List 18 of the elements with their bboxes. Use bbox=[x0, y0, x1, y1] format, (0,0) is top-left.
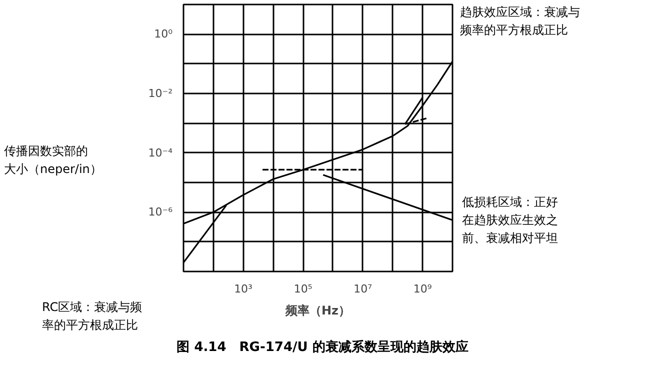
text: 低损耗区域：正好 bbox=[462, 194, 558, 211]
y-tick-label: 10⁰ bbox=[154, 28, 174, 41]
x-tick-label: 10³ bbox=[234, 282, 252, 296]
x-tick-label: 10⁹ bbox=[413, 282, 432, 296]
text: 图 4.14 RG-174/U 的衰减系数呈现的趋肤效应 bbox=[176, 338, 470, 357]
y-axis-title: 传播因数实部的大小（neper/in） bbox=[4, 143, 102, 178]
y-tick-label: 10⁻⁴ bbox=[148, 146, 174, 160]
text: 趋肤效应区域：衰减与 bbox=[460, 4, 580, 21]
text: 前、衰减相对平坦 bbox=[462, 230, 558, 247]
x-axis-title: 频率（Hz） bbox=[284, 304, 351, 318]
y-tick-label: 10⁻⁶ bbox=[148, 206, 174, 219]
y-tick-label: 10⁻² bbox=[148, 87, 173, 100]
text: RC区域：衰减与频 bbox=[42, 299, 142, 316]
x-tick-label: 10⁵ bbox=[294, 282, 312, 296]
text: 频率的平方根成正比 bbox=[460, 22, 568, 39]
text: 率的平方根成正比 bbox=[42, 317, 138, 334]
text: 在趋肤效应生效之 bbox=[462, 212, 558, 229]
x-tick-label: 10⁷ bbox=[354, 282, 372, 296]
